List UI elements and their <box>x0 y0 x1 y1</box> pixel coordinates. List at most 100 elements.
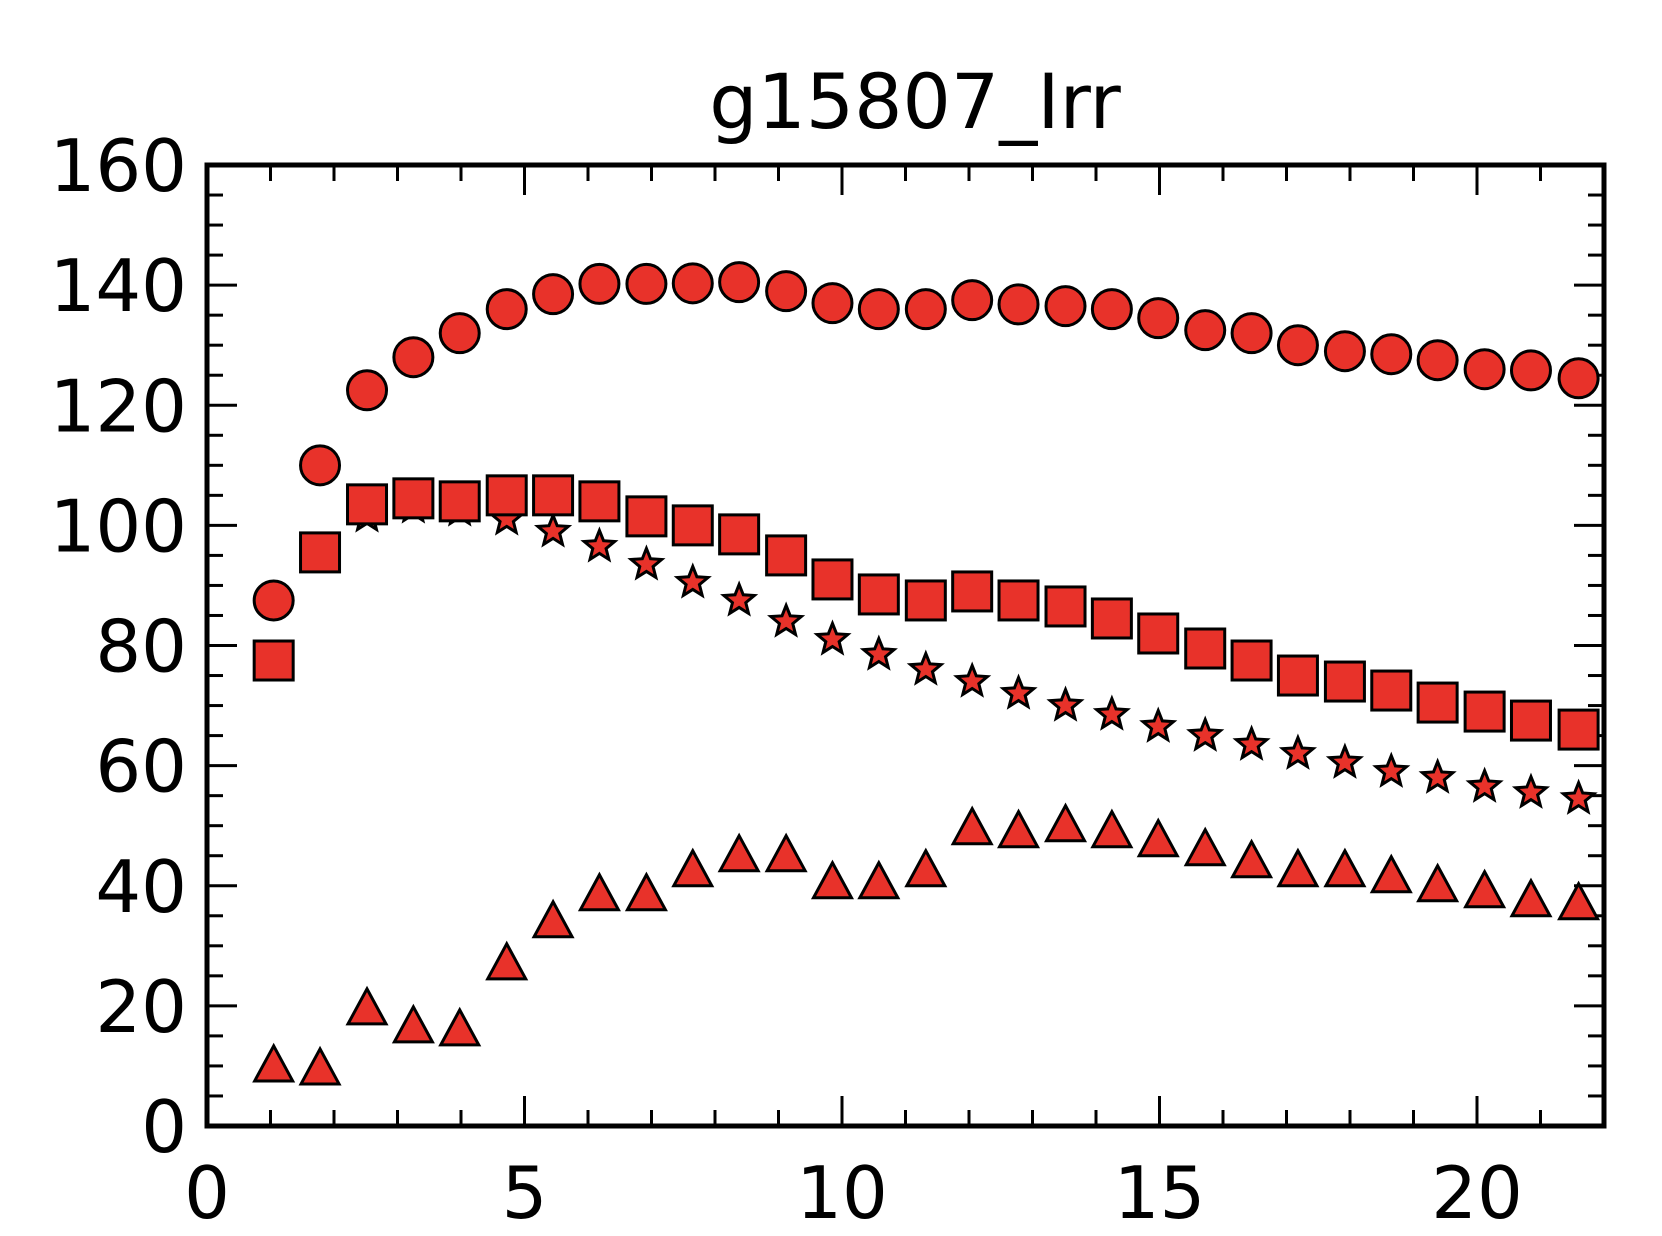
triangle-point <box>1323 847 1367 888</box>
triangle-point <box>624 871 668 912</box>
circle-point <box>1416 339 1459 382</box>
square-point <box>997 579 1040 622</box>
series-triangle <box>252 802 1601 1086</box>
circle-point <box>1230 312 1273 355</box>
triangle-point <box>1043 802 1088 843</box>
triangle-point <box>485 940 529 981</box>
triangle-point <box>671 847 715 888</box>
square-point <box>1416 681 1459 724</box>
circle-point <box>1370 333 1413 376</box>
y-tick-label: 140 <box>50 244 187 328</box>
circle-point <box>578 262 621 305</box>
square-point <box>392 477 435 520</box>
series-star <box>347 487 1598 815</box>
circle-point <box>765 270 808 313</box>
circle-point <box>299 444 342 487</box>
star-point <box>1278 733 1318 770</box>
circle-point <box>997 283 1040 326</box>
square-point <box>578 480 621 523</box>
circle-point <box>1323 330 1366 373</box>
square-point <box>1137 612 1180 655</box>
square-point <box>904 579 947 622</box>
square-point <box>765 534 808 577</box>
triangle-point <box>1183 826 1227 867</box>
triangle-point <box>1090 808 1134 849</box>
circle-point <box>1090 288 1133 331</box>
circle-point <box>1509 349 1552 392</box>
ticks-layer <box>205 163 1606 1128</box>
triangle-point <box>531 898 575 939</box>
chart-title: g15807_Irr <box>709 57 1121 146</box>
circle-point <box>951 279 994 322</box>
circle-point <box>1044 285 1087 328</box>
star-point <box>1465 766 1504 803</box>
square-point <box>1463 690 1506 733</box>
circle-point <box>392 336 435 379</box>
tick-labels-layer: 0 5 10 15 20 0 20 40 60 80 100 120 140 160 <box>50 124 1523 1235</box>
star-point <box>906 649 945 686</box>
y-tick-label: 20 <box>95 965 187 1049</box>
triangle-point <box>391 1003 435 1044</box>
triangle-point <box>298 1045 342 1086</box>
square-point <box>1184 627 1227 670</box>
star-point <box>1232 724 1271 761</box>
star-point <box>1559 778 1598 815</box>
square-point <box>1557 708 1600 751</box>
triangle-point <box>345 985 389 1026</box>
square-point <box>1230 639 1273 682</box>
triangle-point <box>1230 838 1274 879</box>
square-point <box>346 483 389 526</box>
star-point <box>673 562 712 599</box>
star-point <box>859 634 898 671</box>
circle-point <box>671 262 714 305</box>
square-point <box>485 474 528 517</box>
triangle-point <box>764 832 808 873</box>
circle-point <box>1557 357 1600 400</box>
circle-point <box>1463 348 1506 391</box>
circle-point <box>346 369 389 412</box>
square-point <box>718 513 761 556</box>
markers-layer <box>252 261 1601 1086</box>
series-circle <box>252 261 1600 622</box>
square-point <box>857 573 900 616</box>
triangle-point <box>252 1042 296 1083</box>
x-tick-label: 15 <box>1114 1151 1206 1235</box>
circle-point <box>1184 309 1227 352</box>
square-point <box>625 495 668 538</box>
triangle-point <box>857 859 901 900</box>
square-point <box>671 504 714 547</box>
star-point <box>1325 742 1365 779</box>
circle-point <box>1137 297 1180 340</box>
square-point <box>438 480 481 523</box>
y-tick-label: 0 <box>141 1085 187 1169</box>
circle-point <box>485 288 528 331</box>
triangle-point <box>950 805 994 846</box>
star-point <box>999 673 1038 710</box>
x-tick-label: 20 <box>1431 1151 1523 1235</box>
square-point <box>1044 585 1087 628</box>
star-point <box>813 619 852 656</box>
triangle-point <box>1136 817 1180 858</box>
star-point <box>627 544 666 581</box>
y-tick-label: 120 <box>50 364 187 448</box>
circle-point <box>532 273 575 316</box>
square-point <box>1509 699 1552 742</box>
triangle-point <box>1416 862 1460 903</box>
square-point <box>1090 597 1133 640</box>
series-square <box>252 474 1600 751</box>
triangle-point <box>438 1006 482 1047</box>
triangle-point <box>577 871 621 912</box>
circle-point <box>718 261 761 304</box>
triangle-point <box>997 808 1041 849</box>
triangle-point <box>1557 880 1601 921</box>
circle-point <box>625 262 668 305</box>
y-tick-label: 100 <box>50 484 187 568</box>
y-tick-label: 160 <box>50 124 187 208</box>
triangle-point <box>810 859 854 900</box>
square-point <box>252 639 295 682</box>
star-point <box>767 601 806 638</box>
circle-point <box>811 282 854 325</box>
y-tick-label: 80 <box>95 605 187 689</box>
star-point <box>1139 706 1178 743</box>
